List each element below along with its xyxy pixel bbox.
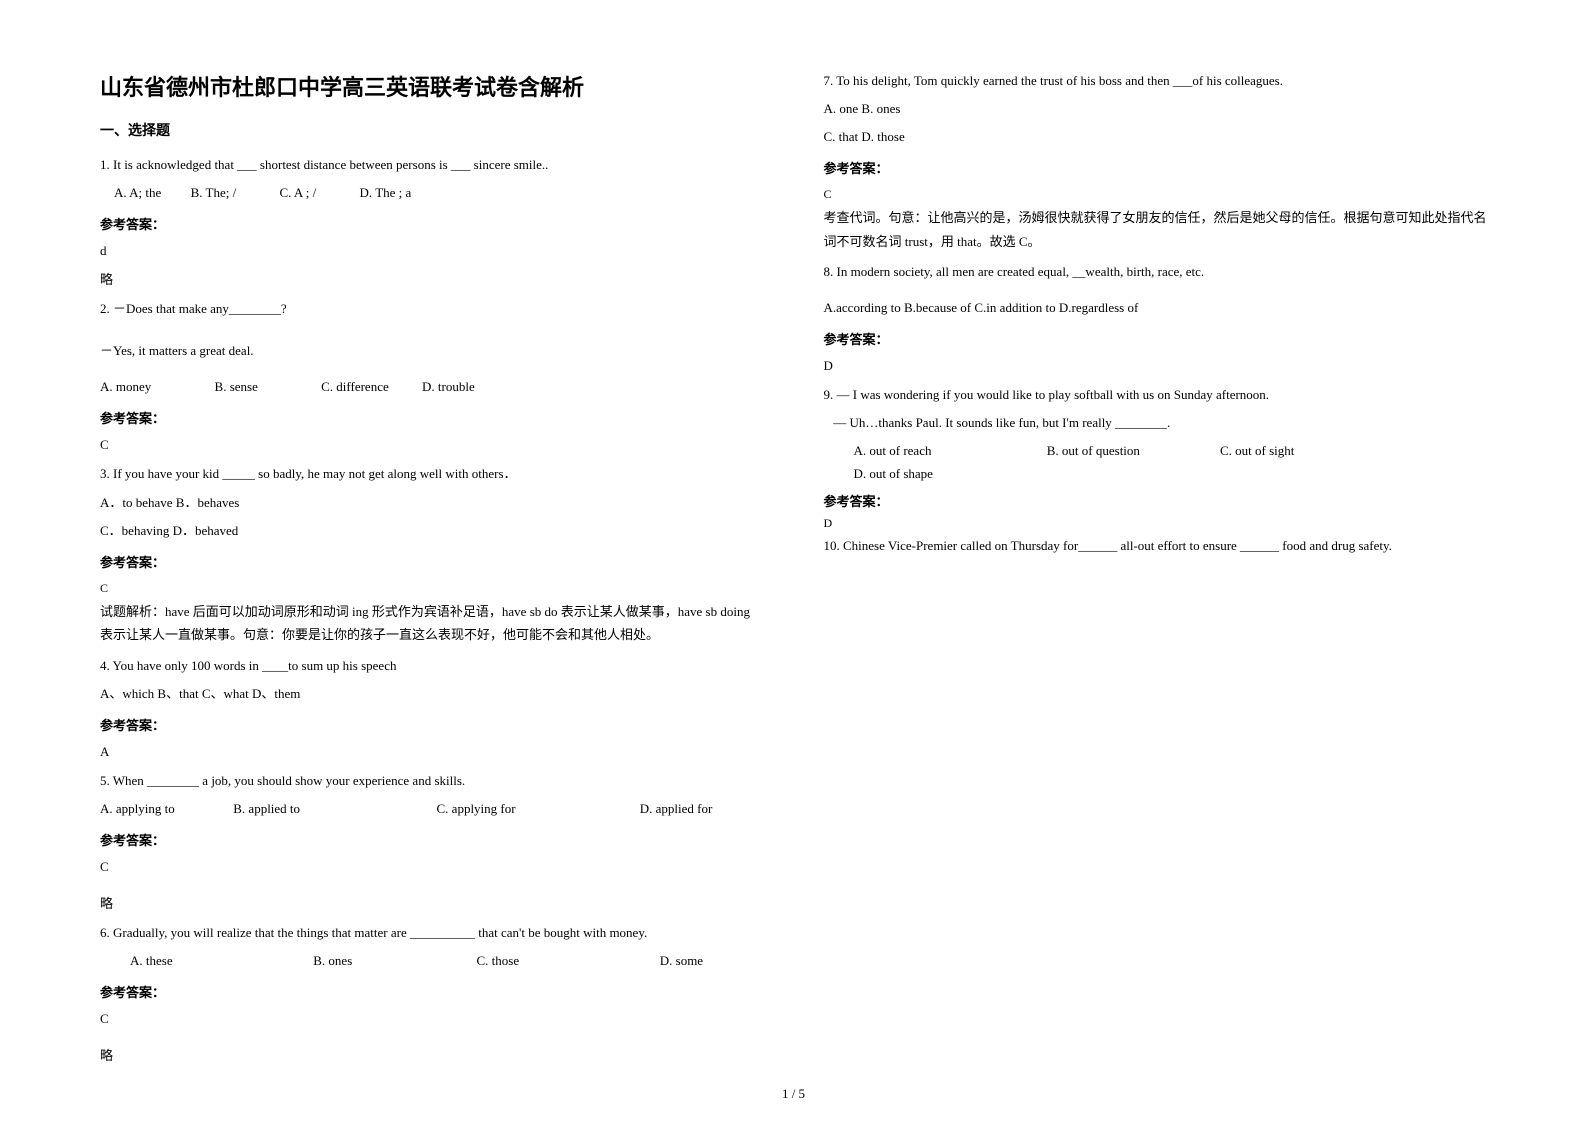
q5-note: 略: [100, 893, 764, 912]
q8-answer: D: [824, 358, 1488, 374]
q3-opts1: A．to behave B．behaves: [100, 492, 764, 514]
q2-answer: C: [100, 437, 764, 453]
q6-optD: D. some: [660, 950, 703, 972]
q8-answer-label: 参考答案：: [824, 329, 1488, 348]
q3-answer-label: 参考答案：: [100, 552, 764, 571]
q5-optD: D. applied for: [640, 798, 713, 820]
q9-answer-label: 参考答案：: [824, 491, 1488, 510]
exam-title: 山东省德州市杜郎口中学高三英语联考试卷含解析: [100, 70, 764, 102]
q5-answer: C: [100, 859, 764, 875]
q1-note: 略: [100, 269, 764, 288]
q5-stem: 5. When ________ a job, you should show …: [100, 770, 764, 792]
q2-optA: A. money: [100, 376, 151, 398]
q9-stem1: 9. — I was wondering if you would like t…: [824, 384, 1488, 406]
q1-optB: B. The; /: [191, 182, 237, 204]
q4-answer-label: 参考答案：: [100, 715, 764, 734]
q4-opts: A、which B、that C、what D、them: [100, 683, 764, 705]
q3-explain: 试题解析：have 后面可以加动词原形和动词 ing 形式作为宾语补足语，hav…: [100, 600, 764, 647]
q2-answer-label: 参考答案：: [100, 408, 764, 427]
q5-answer-label: 参考答案：: [100, 830, 764, 849]
q2-stem1: 2. －Does that make any________?: [100, 298, 764, 320]
section-header: 一、选择题: [100, 120, 764, 140]
q2-stem2: －Yes, it matters a great deal.: [100, 340, 764, 362]
q1-optC: C. A ; /: [279, 182, 316, 204]
q1-answer-label: 参考答案：: [100, 214, 764, 233]
q9-optD: D. out of shape: [854, 463, 933, 485]
q3-opts2: C．behaving D．behaved: [100, 520, 764, 542]
q9-stem2: — Uh…thanks Paul. It sounds like fun, bu…: [824, 412, 1488, 434]
q2-optB: B. sense: [215, 376, 258, 398]
q1-optD: D. The ; a: [360, 182, 412, 204]
q1-answer: d: [100, 243, 764, 259]
q8-opts: A.according to B.because of C.in additio…: [824, 297, 1488, 319]
q1-optA: A. A; the: [114, 182, 161, 204]
q1-stem: 1. It is acknowledged that ___ shortest …: [100, 154, 764, 176]
q7-answer: C: [824, 187, 1488, 202]
q5-optC: C. applying for: [437, 798, 637, 820]
q2-optC: C. difference: [321, 376, 389, 398]
q3-answer: C: [100, 581, 764, 596]
q9-optC: C. out of sight: [1220, 440, 1410, 462]
q5-opts: A. applying to B. applied to C. applying…: [100, 798, 764, 820]
q5-optA: A. applying to: [100, 798, 230, 820]
q4-stem: 4. You have only 100 words in ____to sum…: [100, 655, 764, 677]
q7-opts2: C. that D. those: [824, 126, 1488, 148]
q9-optB: B. out of question: [1047, 440, 1217, 462]
q9-answer: D: [824, 516, 1488, 531]
q4-answer: A: [100, 744, 764, 760]
q1-options: A. A; the B. The; / C. A ; / D. The ; a: [100, 182, 764, 204]
q7-explain: 考查代词。句意：让他高兴的是，汤姆很快就获得了女朋友的信任，然后是她父母的信任。…: [824, 206, 1488, 253]
q6-options: A. these B. ones C. those D. some: [100, 950, 764, 972]
q2-optD: D. trouble: [422, 376, 475, 398]
q7-opts1: A. one B. ones: [824, 98, 1488, 120]
q6-optC: C. those: [477, 950, 617, 972]
q6-note: 略: [100, 1045, 764, 1064]
q9-optA: A. out of reach: [854, 440, 1044, 462]
q6-answer-label: 参考答案：: [100, 982, 764, 1001]
q6-optA: A. these: [130, 950, 270, 972]
page-number: 1 / 5: [782, 1086, 805, 1102]
q5-optB: B. applied to: [233, 798, 433, 820]
q10-stem: 10. Chinese Vice-Premier called on Thurs…: [824, 535, 1488, 557]
q6-stem: 6. Gradually, you will realize that the …: [100, 922, 764, 944]
q7-answer-label: 参考答案：: [824, 158, 1488, 177]
q6-answer: C: [100, 1011, 764, 1027]
q6-optB: B. ones: [313, 950, 433, 972]
q9-opts: A. out of reach B. out of question C. ou…: [824, 440, 1488, 484]
q7-stem: 7. To his delight, Tom quickly earned th…: [824, 70, 1488, 92]
q3-stem: 3. If you have your kid _____ so badly, …: [100, 463, 764, 485]
q2-options: A. money B. sense C. difference D. troub…: [100, 376, 764, 398]
q8-stem: 8. In modern society, all men are create…: [824, 261, 1488, 283]
